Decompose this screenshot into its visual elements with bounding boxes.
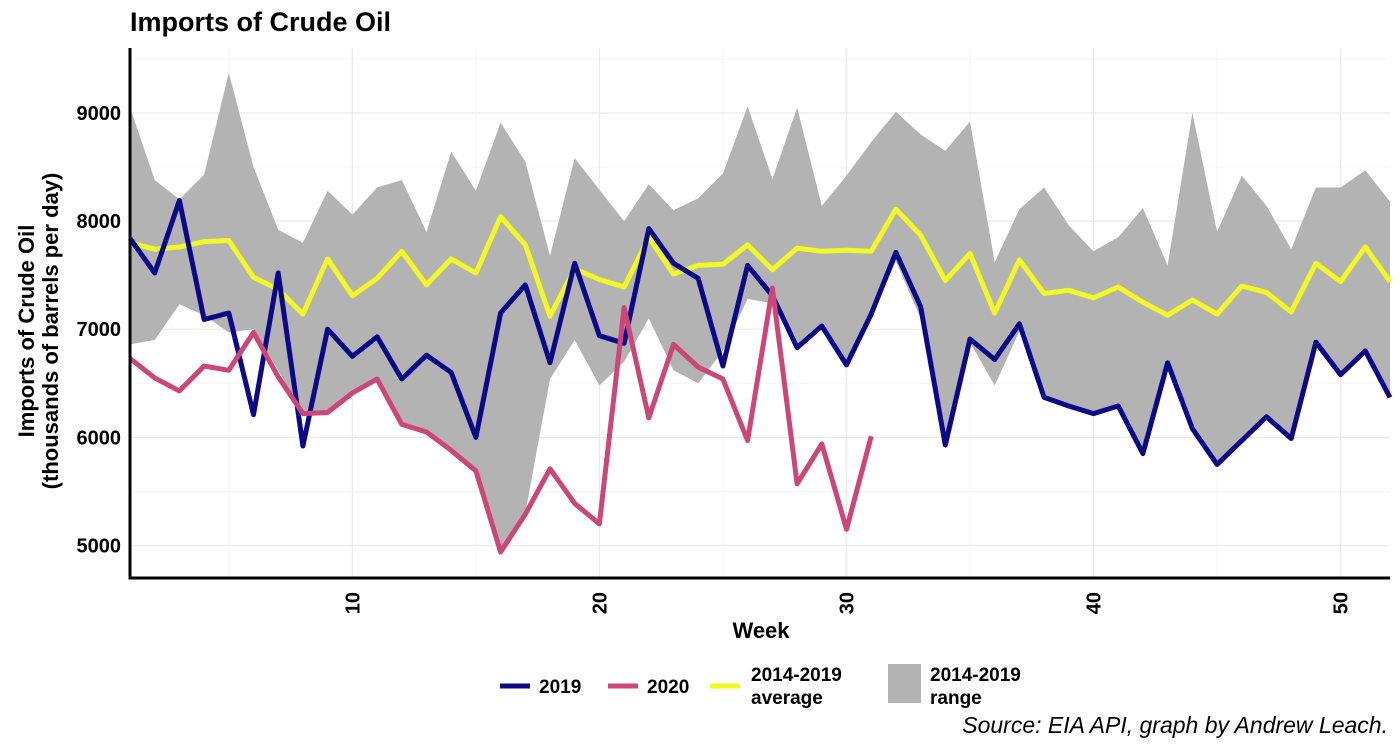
y-tick-label: 7000: [77, 319, 122, 341]
x-tick-label: 50: [1331, 592, 1353, 614]
chart-title: Imports of Crude Oil: [130, 7, 391, 37]
y-axis-label-line2: (thousands of barrels per day): [38, 173, 63, 490]
legend-label-range-line2: range: [930, 688, 982, 709]
plot-area: [127, 72, 1393, 555]
y-axis-label-line1: Imports of Crude Oil: [14, 225, 39, 438]
y-axis-label: Imports of Crude Oil (thousands of barre…: [14, 173, 63, 490]
x-tick-label: 10: [342, 592, 364, 614]
chart-caption: Source: EIA API, graph by Andrew Leach.: [962, 712, 1388, 738]
legend-label-range-line1: 2014-2019: [930, 665, 1021, 686]
x-tick-label: 40: [1084, 592, 1106, 614]
series-line-2014-2019-average: [129, 206, 1393, 319]
x-tick-label: 30: [836, 592, 858, 614]
legend-label-2019: 2019: [539, 677, 581, 698]
legend-label-2020: 2020: [647, 677, 689, 698]
x-tick-label: 20: [589, 592, 611, 614]
tick-labels: 10 20 30 40 50 5000 6000 7000 8000 9000: [77, 103, 1353, 614]
legend-label-average-line2: average: [751, 688, 823, 709]
x-axis-label: Week: [732, 618, 790, 643]
y-tick-label: 8000: [77, 211, 122, 233]
legend-label-average-line1: 2014-2019: [751, 665, 842, 686]
legend-key-range: [888, 664, 921, 703]
y-tick-label: 9000: [77, 103, 122, 125]
y-tick-label: 5000: [77, 536, 122, 558]
axes: [128, 48, 1390, 580]
y-tick-label: 6000: [77, 427, 122, 449]
range-band: [130, 72, 1390, 552]
series-line-2019: [127, 198, 1393, 467]
series-line-2020: [128, 285, 874, 555]
